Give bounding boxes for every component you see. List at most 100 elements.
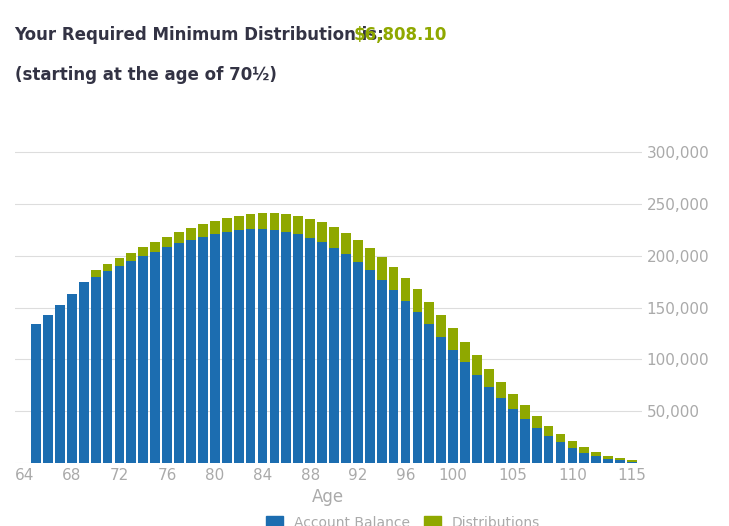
Bar <box>365 270 375 463</box>
Bar <box>365 248 375 270</box>
Bar <box>580 452 589 463</box>
Bar <box>353 240 363 261</box>
Bar <box>90 277 101 463</box>
Bar <box>317 242 327 463</box>
Bar <box>484 369 494 387</box>
Bar <box>448 328 458 350</box>
Bar <box>281 214 291 232</box>
Bar <box>67 294 77 463</box>
Bar <box>198 237 208 463</box>
Bar <box>531 416 542 428</box>
Bar <box>604 459 613 463</box>
Bar <box>174 244 184 463</box>
Bar <box>555 434 566 442</box>
Bar <box>567 441 577 448</box>
Bar <box>198 224 208 237</box>
Bar <box>103 271 112 463</box>
Bar <box>604 456 613 459</box>
Bar <box>460 342 470 362</box>
Bar <box>114 266 125 463</box>
Bar <box>413 289 422 312</box>
Bar <box>234 216 243 230</box>
Bar <box>544 436 553 463</box>
Bar <box>591 452 601 456</box>
Bar <box>531 428 542 463</box>
Bar <box>127 252 136 261</box>
Text: (starting at the age of 70½): (starting at the age of 70½) <box>15 66 276 84</box>
Bar <box>508 394 518 409</box>
Bar <box>472 356 482 375</box>
Legend: Account Balance, Distributions: Account Balance, Distributions <box>266 516 540 526</box>
Bar <box>139 247 148 256</box>
Text: Your Required Minimum Distribution is:: Your Required Minimum Distribution is: <box>15 26 396 44</box>
Bar <box>257 214 268 229</box>
Bar <box>55 305 65 463</box>
Bar <box>627 462 637 463</box>
Bar <box>413 312 422 463</box>
Bar <box>31 325 41 463</box>
Bar <box>329 248 339 463</box>
Bar <box>139 256 148 463</box>
Bar <box>329 227 339 248</box>
Bar <box>222 232 232 463</box>
Bar <box>305 218 315 238</box>
Bar <box>270 214 279 230</box>
Bar <box>79 282 89 463</box>
Bar <box>520 419 529 463</box>
Bar <box>448 350 458 463</box>
Bar <box>341 254 351 463</box>
Bar <box>90 270 101 277</box>
Text: $6,808.10: $6,808.10 <box>354 26 447 44</box>
Bar <box>377 279 386 463</box>
Bar <box>615 458 625 460</box>
Bar <box>257 229 268 463</box>
Bar <box>270 230 279 463</box>
Bar <box>389 267 399 290</box>
Bar <box>615 460 625 463</box>
Bar <box>424 302 434 325</box>
Bar <box>210 234 219 463</box>
Bar <box>437 337 446 463</box>
Bar <box>460 362 470 463</box>
Bar <box>317 222 327 242</box>
Bar <box>555 442 566 463</box>
Bar <box>234 230 243 463</box>
Bar <box>484 387 494 463</box>
Bar <box>150 251 160 463</box>
Bar <box>627 460 637 462</box>
Bar <box>127 261 136 463</box>
Bar <box>246 214 255 229</box>
Bar <box>389 290 399 463</box>
Bar <box>246 229 255 463</box>
Bar <box>496 382 506 398</box>
Bar <box>114 258 125 266</box>
Bar <box>210 221 219 234</box>
Bar <box>186 240 196 463</box>
Bar <box>281 232 291 463</box>
Bar <box>103 264 112 271</box>
Bar <box>293 234 303 463</box>
Bar <box>437 315 446 337</box>
Bar <box>424 325 434 463</box>
Bar <box>508 409 518 463</box>
Bar <box>305 238 315 463</box>
Bar <box>163 237 172 247</box>
Bar <box>496 398 506 463</box>
Bar <box>472 375 482 463</box>
Bar <box>377 257 386 279</box>
Bar <box>293 216 303 234</box>
Bar <box>401 300 410 463</box>
X-axis label: Age: Age <box>312 488 344 507</box>
Bar <box>174 232 184 244</box>
Bar <box>567 448 577 463</box>
Bar <box>163 247 172 463</box>
Bar <box>341 233 351 254</box>
Bar <box>150 242 160 251</box>
Bar <box>591 456 601 463</box>
Bar <box>186 228 196 240</box>
Bar <box>401 278 410 300</box>
Bar <box>520 406 529 419</box>
Bar <box>43 315 52 463</box>
Bar <box>544 426 553 436</box>
Bar <box>222 218 232 232</box>
